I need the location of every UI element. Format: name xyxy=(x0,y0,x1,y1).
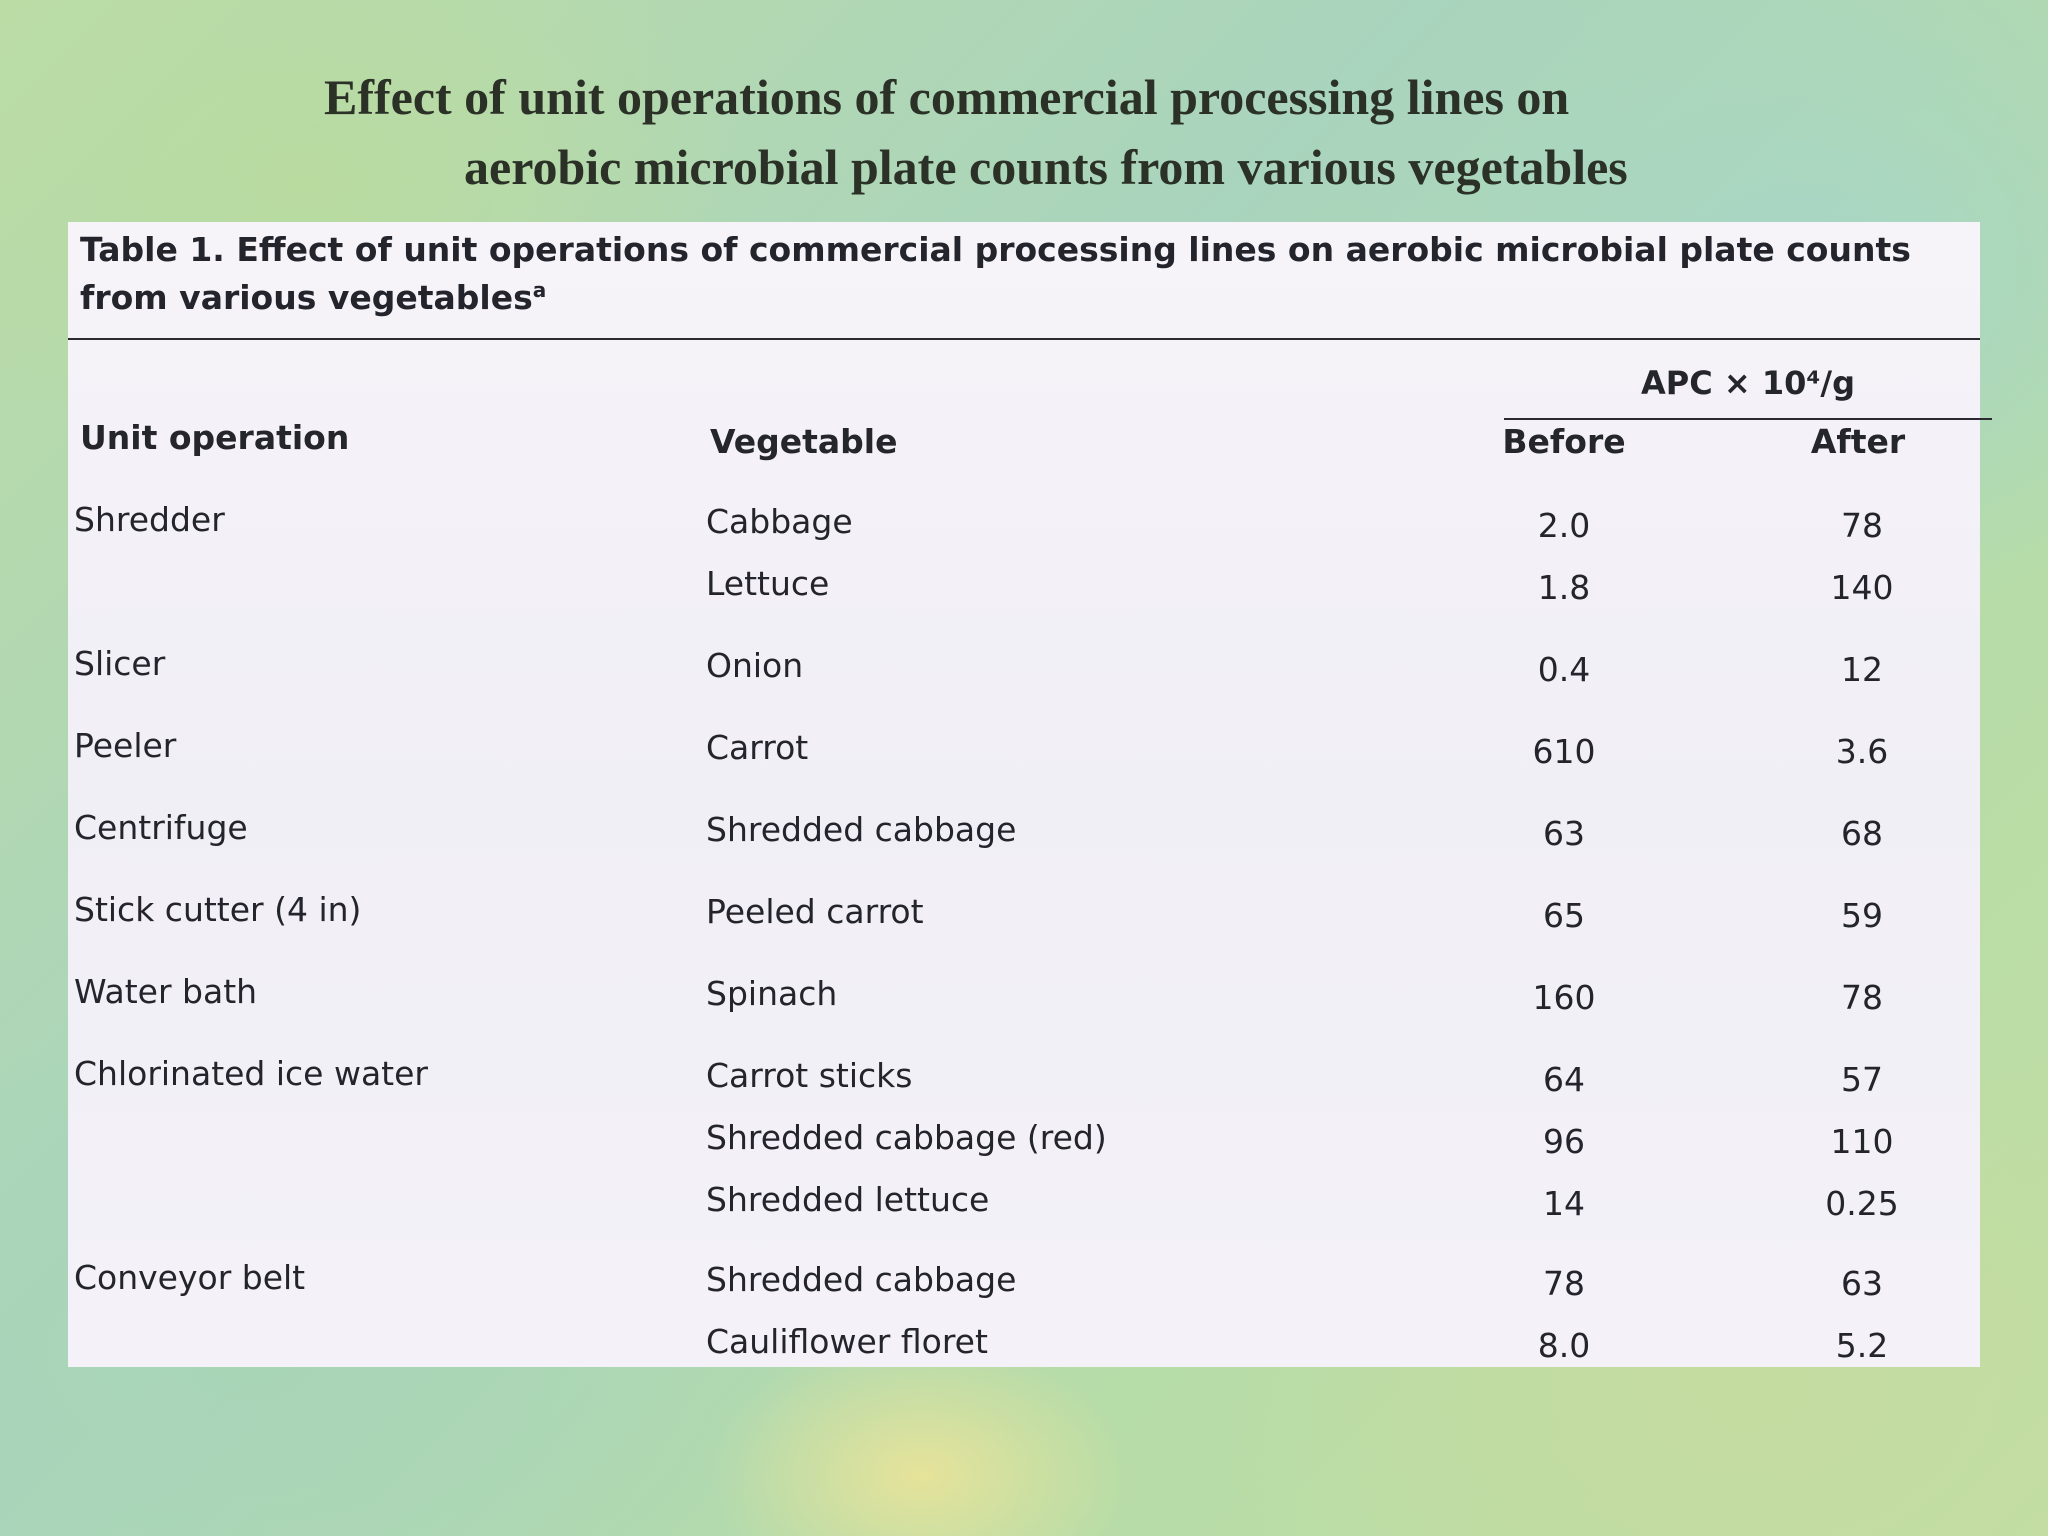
cell-after: 12 xyxy=(1841,650,1883,689)
apc-group-rule xyxy=(1504,418,1992,420)
cell-vegetable: Cabbage xyxy=(706,502,853,541)
cell-vegetable: Shredded cabbage xyxy=(706,1260,1017,1299)
cell-vegetable: Shredded cabbage (red) xyxy=(706,1118,1107,1157)
cell-vegetable: Spinach xyxy=(706,974,838,1013)
cell-operation: Stick cutter (4 in) xyxy=(74,890,362,929)
cell-vegetable: Peeled carrot xyxy=(706,892,924,931)
cell-after: 68 xyxy=(1841,814,1883,853)
cell-before: 63 xyxy=(1543,814,1585,853)
cell-operation: Shredder xyxy=(74,500,225,539)
cell-before: 14 xyxy=(1543,1184,1585,1223)
column-header-unit-operation: Unit operation xyxy=(80,418,350,457)
table-top-rule xyxy=(68,338,1980,340)
cell-vegetable: Lettuce xyxy=(706,564,830,603)
table-caption-footnote-marker: a xyxy=(532,278,547,302)
cell-operation: Water bath xyxy=(74,972,258,1011)
slide-title-line-2: aerobic microbial plate counts from vari… xyxy=(464,139,1628,195)
column-header-vegetable: Vegetable xyxy=(710,422,898,461)
cell-operation: Chlorinated ice water xyxy=(74,1054,428,1093)
cell-after: 140 xyxy=(1830,568,1894,607)
cell-after: 78 xyxy=(1841,978,1883,1017)
cell-before: 610 xyxy=(1532,732,1596,771)
cell-vegetable: Shredded lettuce xyxy=(706,1180,990,1219)
table-caption-text: Table 1. Effect of unit operations of co… xyxy=(80,230,1911,317)
table-caption: Table 1. Effect of unit operations of co… xyxy=(80,226,1960,322)
cell-before: 64 xyxy=(1543,1060,1585,1099)
cell-before: 65 xyxy=(1543,896,1585,935)
cell-after: 0.25 xyxy=(1825,1184,1899,1223)
cell-after: 5.2 xyxy=(1835,1326,1889,1365)
cell-after: 57 xyxy=(1841,1060,1883,1099)
cell-vegetable: Shredded cabbage xyxy=(706,810,1017,849)
cell-after: 59 xyxy=(1841,896,1883,935)
column-header-after: After xyxy=(1810,422,1906,461)
cell-vegetable: Onion xyxy=(706,646,804,685)
scanned-table-image: Table 1. Effect of unit operations of co… xyxy=(68,222,1992,1367)
cell-operation: Conveyor belt xyxy=(74,1258,306,1297)
cell-operation: Centrifuge xyxy=(74,808,248,847)
cell-before: 160 xyxy=(1532,978,1596,1017)
cell-after: 63 xyxy=(1841,1264,1883,1303)
cell-before: 0.4 xyxy=(1537,650,1591,689)
cell-before: 78 xyxy=(1543,1264,1585,1303)
column-header-before: Before xyxy=(1502,422,1626,461)
cell-before: 1.8 xyxy=(1537,568,1591,607)
cell-before: 8.0 xyxy=(1537,1326,1591,1365)
cell-vegetable: Cauliflower floret xyxy=(706,1322,988,1361)
cell-operation: Peeler xyxy=(74,726,177,765)
cell-vegetable: Carrot xyxy=(706,728,809,767)
cell-vegetable: Carrot sticks xyxy=(706,1056,913,1095)
apc-group-header: APC × 10⁴/g xyxy=(1641,364,1855,402)
slide-title: Effect of unit operations of commercial … xyxy=(0,62,2048,202)
cell-operation: Slicer xyxy=(74,644,166,683)
cell-after: 78 xyxy=(1841,506,1883,545)
slide-title-line-1: Effect of unit operations of commercial … xyxy=(324,69,1570,125)
cell-after: 3.6 xyxy=(1835,732,1889,771)
cell-after: 110 xyxy=(1830,1122,1894,1161)
cell-before: 96 xyxy=(1543,1122,1585,1161)
cell-before: 2.0 xyxy=(1537,506,1591,545)
